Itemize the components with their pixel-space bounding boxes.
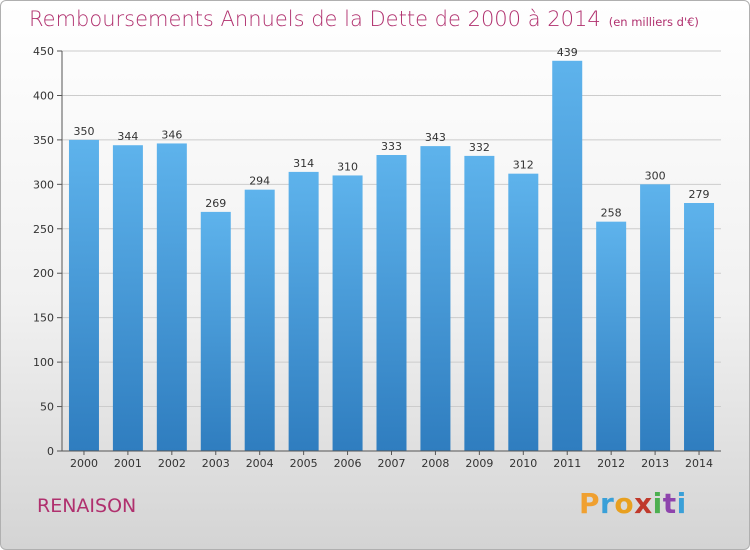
x-tick-label: 2006 xyxy=(334,457,362,470)
bar-value-label: 258 xyxy=(601,207,622,220)
y-tick-label: 350 xyxy=(33,134,54,147)
bar xyxy=(68,139,99,451)
bar xyxy=(596,221,627,451)
bar xyxy=(200,211,231,451)
x-tick-label: 2009 xyxy=(465,457,493,470)
x-tick-label: 2005 xyxy=(290,457,318,470)
x-tick-label: 2007 xyxy=(378,457,406,470)
logo-letter: P xyxy=(579,487,601,520)
y-tick-label: 300 xyxy=(33,178,54,191)
logo-letter: i xyxy=(676,487,687,520)
bar-value-label: 350 xyxy=(73,125,94,138)
bar-value-label: 439 xyxy=(557,46,578,59)
bar xyxy=(640,184,671,452)
bar-value-label: 343 xyxy=(425,131,446,144)
chart-title: Remboursements Annuels de la Dette de 20… xyxy=(29,7,699,31)
bar-value-label: 269 xyxy=(205,197,226,210)
y-tick-label: 250 xyxy=(33,223,54,236)
bar xyxy=(420,146,451,451)
chart-unit: (en milliers d'€) xyxy=(608,15,699,29)
x-tick-label: 2008 xyxy=(421,457,449,470)
bar xyxy=(464,155,495,451)
y-tick-label: 0 xyxy=(47,445,54,458)
logo-letter: t xyxy=(662,487,677,520)
bar-value-label: 314 xyxy=(293,157,314,170)
bar-value-label: 332 xyxy=(469,141,490,154)
y-tick-label: 450 xyxy=(33,45,54,58)
bar-value-label: 294 xyxy=(249,175,270,188)
y-tick-label: 150 xyxy=(33,312,54,325)
bar xyxy=(288,171,319,451)
logo-letter: o xyxy=(614,487,635,520)
bar-value-label: 344 xyxy=(117,130,138,143)
logo-letter: i xyxy=(652,487,663,520)
bar xyxy=(508,173,539,451)
bar-value-label: 312 xyxy=(513,159,534,172)
x-tick-label: 2014 xyxy=(685,457,713,470)
bar xyxy=(244,189,275,451)
y-tick-label: 100 xyxy=(33,356,54,369)
y-tick-label: 200 xyxy=(33,267,54,280)
y-tick-label: 400 xyxy=(33,89,54,102)
x-tick-label: 2002 xyxy=(158,457,186,470)
x-tick-label: 2004 xyxy=(246,457,274,470)
bar xyxy=(156,143,187,451)
bar-value-label: 333 xyxy=(381,140,402,153)
logo-letter: x xyxy=(634,487,653,520)
bar-value-label: 346 xyxy=(161,128,182,141)
x-tick-label: 2010 xyxy=(509,457,537,470)
bar xyxy=(112,145,143,451)
logo-letter: r xyxy=(600,487,615,520)
bar xyxy=(684,203,715,451)
x-tick-label: 2000 xyxy=(70,457,98,470)
bar-value-label: 279 xyxy=(689,188,710,201)
bar xyxy=(552,60,583,452)
x-tick-label: 2001 xyxy=(114,457,142,470)
place-name: RENAISON xyxy=(37,495,137,517)
chart-title-text: Remboursements Annuels de la Dette de 20… xyxy=(29,7,601,31)
bar-value-label: 300 xyxy=(645,169,666,182)
x-tick-label: 2013 xyxy=(641,457,669,470)
x-tick-label: 2011 xyxy=(553,457,581,470)
bar xyxy=(332,175,363,451)
bar xyxy=(376,155,407,451)
bar-value-label: 310 xyxy=(337,160,358,173)
x-tick-label: 2012 xyxy=(597,457,625,470)
x-tick-label: 2003 xyxy=(202,457,230,470)
y-tick-label: 50 xyxy=(40,401,54,414)
proxiti-logo: Proxiti xyxy=(579,487,687,520)
